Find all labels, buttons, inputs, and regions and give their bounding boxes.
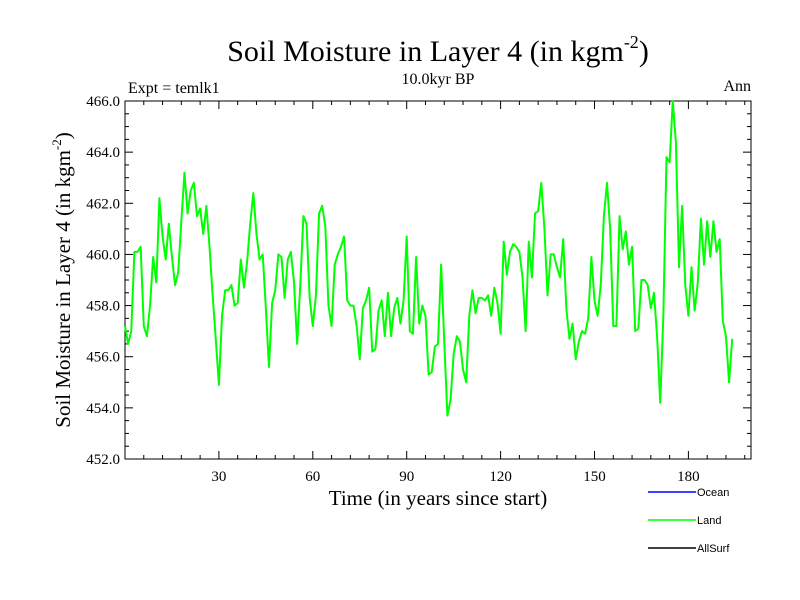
- x-tick-label: 90: [399, 469, 414, 485]
- x-tick-label: 60: [305, 469, 320, 485]
- legend-label-allsurf: AllSurf: [697, 543, 730, 555]
- x-tick-label: 150: [583, 469, 606, 485]
- season-label: Ann: [723, 78, 751, 95]
- y-tick-label: 452.0: [86, 452, 120, 468]
- y-axis-title-superscript: -2: [49, 139, 64, 150]
- expt-label: Expt = temlk1: [128, 80, 220, 97]
- series-line-land: [124, 100, 734, 417]
- y-tick-label: 454.0: [86, 401, 120, 417]
- y-axis-title: Soil Moisture in Layer 4 (in kgm-2): [49, 132, 75, 427]
- chart-title-superscript: -2: [624, 32, 639, 52]
- y-tick-label: 458.0: [86, 299, 120, 315]
- y-tick-label: 456.0: [86, 350, 120, 366]
- chart-title: Soil Moisture in Layer 4 (in kgm-2): [227, 32, 649, 68]
- plot-area: [124, 100, 752, 460]
- legend: Ocean Land AllSurf: [648, 487, 730, 555]
- y-axis: 452.0 454.0 456.0 458.0 460.0 462.0 464.0 466.0: [86, 94, 751, 468]
- series-layer: [124, 100, 734, 417]
- y-tick-label: 460.0: [86, 247, 120, 263]
- x-tick-label: 180: [677, 469, 700, 485]
- x-tick-label: 30: [211, 469, 226, 485]
- chart-title-close: ): [639, 35, 649, 68]
- y-axis-title-close: ): [51, 132, 75, 139]
- legend-label-ocean: Ocean: [697, 487, 729, 499]
- chart-subtitle: 10.0kyr BP: [402, 71, 475, 88]
- y-tick-label: 462.0: [86, 196, 120, 212]
- x-tick-label: 120: [489, 469, 512, 485]
- x-axis-title: Time (in years since start): [329, 486, 548, 510]
- legend-label-land: Land: [697, 515, 721, 527]
- y-tick-label: 466.0: [86, 94, 120, 110]
- x-axis: 30 60 90 120 150 180: [143, 101, 746, 485]
- y-tick-label: 464.0: [86, 145, 120, 161]
